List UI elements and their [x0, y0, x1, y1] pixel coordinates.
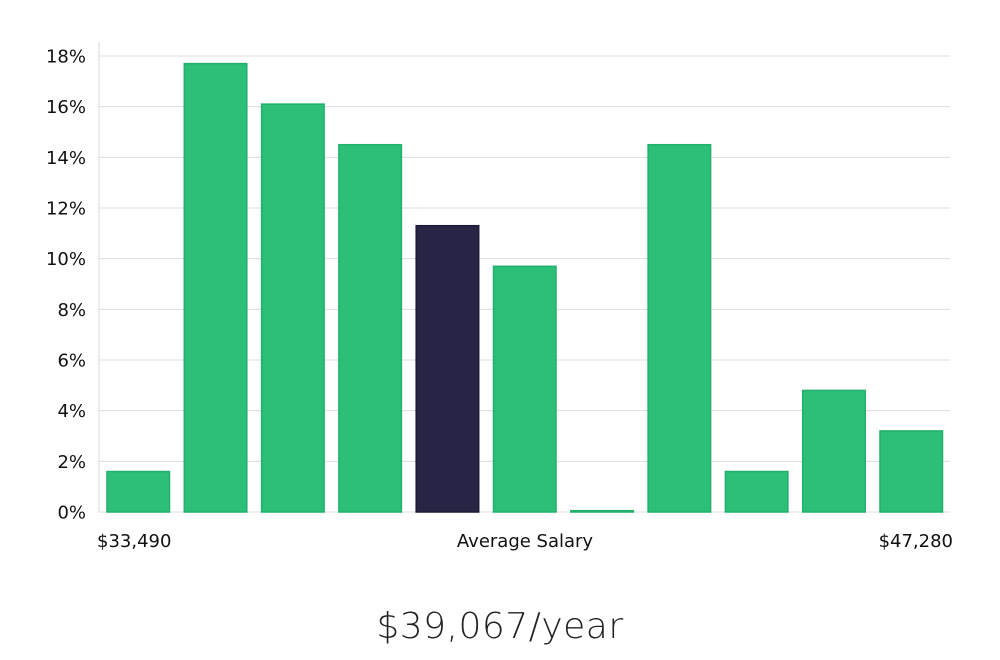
x-axis-title: Average Salary: [457, 531, 594, 552]
histogram-bar: [647, 143, 712, 513]
y-axis-tick-labels: 0% 2% 4% 6% 8% 10% 12% 14% 16% 18%: [46, 47, 86, 524]
histogram-bar: [724, 470, 789, 513]
histogram-bar: [183, 62, 248, 513]
histogram-bar: [260, 103, 325, 513]
salary-histogram-chart: 0% 2% 4% 6% 8% 10% 12% 14% 16% 18% $33,490 Averag…: [46, 42, 953, 552]
y-tick-label: 18%: [46, 47, 86, 68]
y-tick-label: 14%: [46, 148, 86, 169]
y-tick-label: 2%: [57, 452, 86, 473]
y-tick-label: 4%: [57, 401, 86, 422]
y-tick-label: 0%: [57, 503, 86, 524]
histogram-bar: [338, 143, 403, 513]
x-axis-min-label: $33,490: [97, 531, 171, 552]
x-axis-max-label: $47,280: [879, 531, 953, 552]
y-tick-label: 16%: [46, 97, 86, 118]
histogram-bar-highlighted: [415, 224, 480, 513]
average-salary-value: $39,067/year: [376, 606, 624, 647]
histogram-bars: [106, 62, 944, 513]
y-tick-label: 12%: [46, 199, 86, 220]
histogram-bar: [106, 470, 171, 513]
y-tick-label: 10%: [46, 249, 86, 270]
histogram-bar: [801, 389, 866, 513]
y-tick-label: 8%: [57, 300, 86, 321]
histogram-bar: [570, 509, 635, 513]
histogram-bar: [492, 265, 557, 513]
histogram-bar: [879, 430, 944, 513]
y-tick-label: 6%: [57, 351, 86, 372]
